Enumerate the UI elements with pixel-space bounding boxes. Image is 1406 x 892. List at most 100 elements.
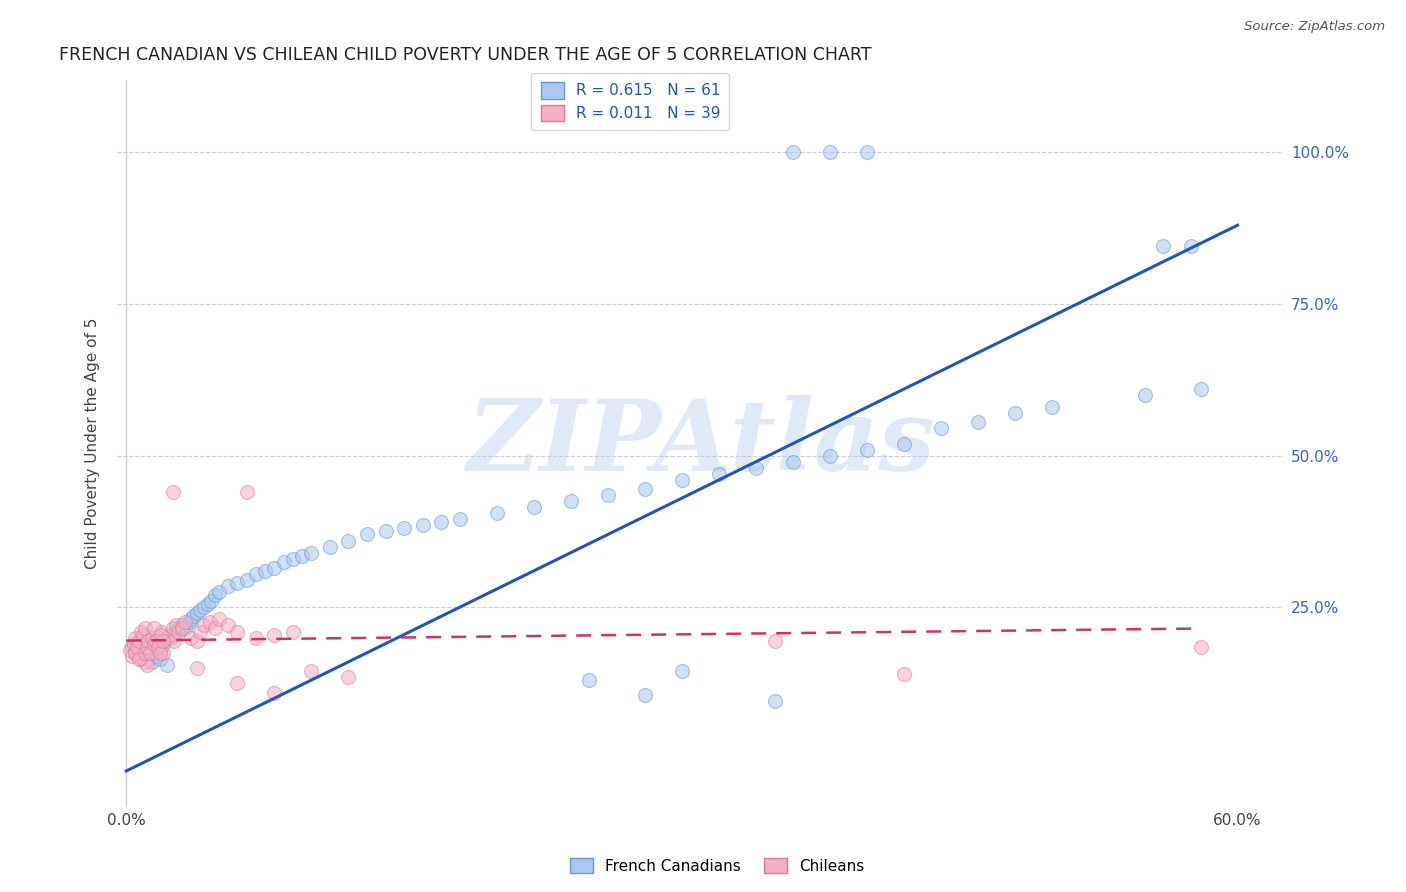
Point bbox=[967, 415, 990, 429]
Point bbox=[186, 661, 208, 675]
Point bbox=[392, 521, 415, 535]
Point bbox=[634, 482, 657, 496]
Point bbox=[188, 624, 211, 639]
Text: ZIPAtlas: ZIPAtlas bbox=[465, 395, 935, 491]
Y-axis label: Child Poverty Under the Age of 5: Child Poverty Under the Age of 5 bbox=[86, 318, 100, 569]
Point bbox=[167, 624, 190, 639]
Point bbox=[180, 612, 202, 626]
Point bbox=[245, 566, 267, 581]
Point bbox=[141, 637, 163, 651]
Point bbox=[337, 533, 360, 548]
Text: Source: ZipAtlas.com: Source: ZipAtlas.com bbox=[1244, 20, 1385, 33]
Point bbox=[129, 624, 152, 639]
Point bbox=[356, 527, 378, 541]
Point bbox=[157, 627, 180, 641]
Point bbox=[141, 631, 163, 645]
Point bbox=[634, 688, 657, 702]
Point bbox=[170, 618, 193, 632]
Point bbox=[186, 607, 208, 621]
Point bbox=[193, 618, 215, 632]
Point bbox=[162, 627, 184, 641]
Point bbox=[281, 551, 304, 566]
Point bbox=[145, 633, 167, 648]
Point bbox=[560, 494, 582, 508]
Point bbox=[412, 518, 434, 533]
Point bbox=[301, 664, 323, 678]
Point bbox=[124, 642, 146, 657]
Point bbox=[162, 485, 184, 500]
Point bbox=[197, 597, 219, 611]
Point bbox=[150, 624, 173, 639]
Point bbox=[1040, 400, 1063, 414]
Point bbox=[1180, 239, 1202, 253]
Point bbox=[129, 652, 152, 666]
Point bbox=[134, 646, 156, 660]
Point bbox=[134, 646, 156, 660]
Point bbox=[337, 670, 360, 684]
Point bbox=[148, 646, 170, 660]
Point bbox=[146, 640, 169, 654]
Point bbox=[165, 618, 187, 632]
Point bbox=[929, 421, 952, 435]
Point bbox=[174, 622, 197, 636]
Point bbox=[671, 473, 693, 487]
Point bbox=[1189, 382, 1212, 396]
Point bbox=[139, 646, 162, 660]
Legend: R = 0.615   N = 61, R = 0.011   N = 39: R = 0.615 N = 61, R = 0.011 N = 39 bbox=[531, 73, 730, 130]
Point bbox=[273, 555, 295, 569]
Point bbox=[118, 642, 141, 657]
Point bbox=[1189, 640, 1212, 654]
Point bbox=[263, 627, 285, 641]
Point bbox=[235, 485, 257, 500]
Point bbox=[856, 145, 879, 160]
Point bbox=[127, 640, 149, 654]
Point bbox=[245, 631, 267, 645]
Point bbox=[165, 624, 187, 639]
Point bbox=[671, 664, 693, 678]
Point bbox=[893, 667, 915, 681]
Point bbox=[143, 622, 166, 636]
Point bbox=[217, 618, 239, 632]
Point bbox=[235, 573, 257, 587]
Point bbox=[148, 652, 170, 666]
Point bbox=[134, 655, 156, 669]
Point bbox=[143, 633, 166, 648]
Point bbox=[128, 652, 150, 666]
Point bbox=[156, 631, 179, 645]
Point bbox=[122, 637, 145, 651]
Point bbox=[523, 500, 546, 515]
Point bbox=[152, 646, 174, 660]
Point bbox=[129, 633, 152, 648]
Point bbox=[856, 442, 879, 457]
Point bbox=[374, 524, 396, 539]
Point bbox=[145, 640, 167, 654]
Point bbox=[159, 631, 181, 645]
Point bbox=[208, 612, 231, 626]
Point bbox=[186, 633, 208, 648]
Point bbox=[763, 694, 786, 708]
Point bbox=[174, 615, 197, 630]
Point bbox=[1004, 406, 1026, 420]
Point bbox=[281, 624, 304, 639]
Point bbox=[707, 467, 730, 481]
Legend: French Canadians, Chileans: French Canadians, Chileans bbox=[564, 852, 870, 880]
Point bbox=[204, 622, 226, 636]
Point bbox=[226, 576, 249, 591]
Point bbox=[135, 657, 157, 672]
Point bbox=[141, 655, 163, 669]
Point bbox=[745, 460, 768, 475]
Point bbox=[121, 648, 143, 663]
Point bbox=[121, 640, 143, 654]
Point bbox=[818, 145, 841, 160]
Point bbox=[254, 564, 277, 578]
Point bbox=[204, 588, 226, 602]
Point bbox=[217, 579, 239, 593]
Point bbox=[188, 603, 211, 617]
Point bbox=[134, 622, 156, 636]
Point bbox=[226, 624, 249, 639]
Point bbox=[301, 546, 323, 560]
Point bbox=[200, 594, 222, 608]
Point bbox=[138, 633, 160, 648]
Point bbox=[152, 637, 174, 651]
Point bbox=[150, 627, 173, 641]
